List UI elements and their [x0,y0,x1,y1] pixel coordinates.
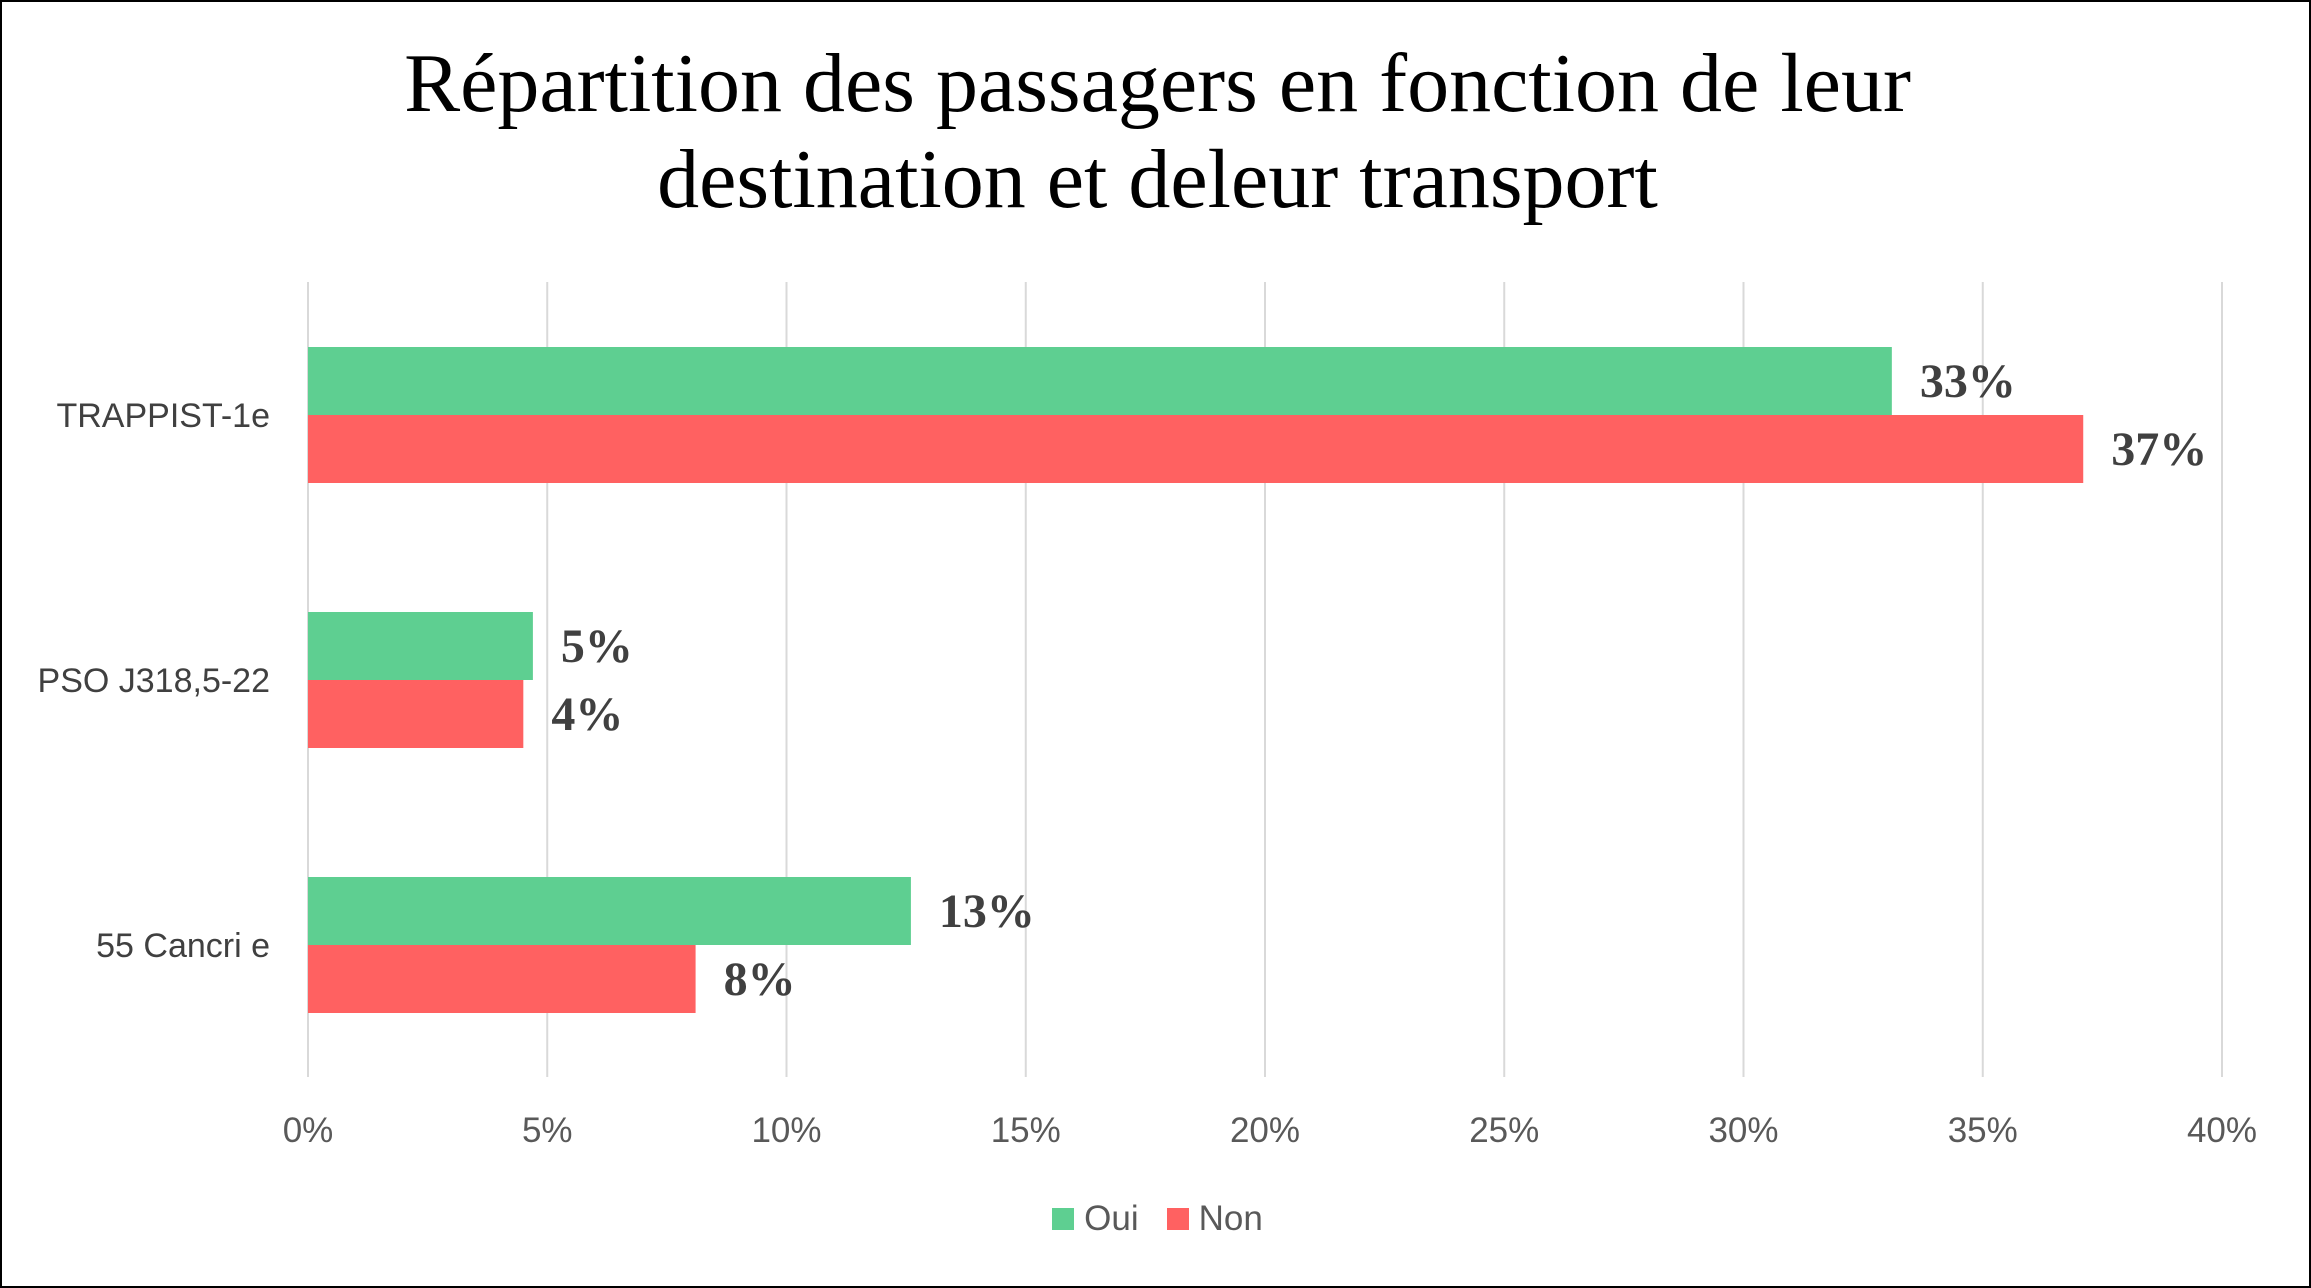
legend-swatch-oui [1052,1208,1075,1230]
x-tick-label: 35% [1948,1111,2018,1150]
bar-non [308,945,696,1013]
bar-oui [308,612,533,680]
legend-item-oui: Oui [1052,1199,1139,1239]
category-label: TRAPPIST-1e [56,397,270,435]
chart-title: Répartition des passagers en fonction de… [2,36,2309,228]
chart-title-line-2: destination et deleur transport [657,133,1658,226]
data-label: 37% [2111,423,2207,476]
x-tick-label: 15% [991,1111,1061,1150]
bar-non [308,680,524,748]
x-tick-label: 10% [751,1111,821,1150]
data-label: 4% [551,688,623,741]
x-tick-label: 0% [283,1111,334,1150]
data-label: 8% [724,953,796,1006]
legend-swatch-non [1166,1208,1189,1230]
category-label: 55 Cancri e [96,927,270,965]
x-tick-label: 40% [2187,1111,2257,1150]
bar-oui [308,877,911,945]
legend-label-oui: Oui [1084,1199,1139,1238]
category-label: PSO J318,5-22 [38,662,270,700]
data-label: 13% [939,885,1035,938]
chart-title-line-1: Répartition des passagers en fonction de… [404,37,1911,130]
x-tick-label: 20% [1230,1111,1300,1150]
x-tick-label: 5% [522,1111,573,1150]
legend-item-non: Non [1166,1199,1263,1239]
data-label: 33% [1920,355,2016,408]
bar-non [308,415,2084,483]
legend-label-non: Non [1198,1199,1263,1238]
bar-oui [308,347,1892,415]
x-tick-label: 25% [1469,1111,1539,1150]
x-tick-label: 30% [1708,1111,1778,1150]
legend: Oui Non [2,1199,2309,1239]
data-label: 5% [561,620,633,673]
